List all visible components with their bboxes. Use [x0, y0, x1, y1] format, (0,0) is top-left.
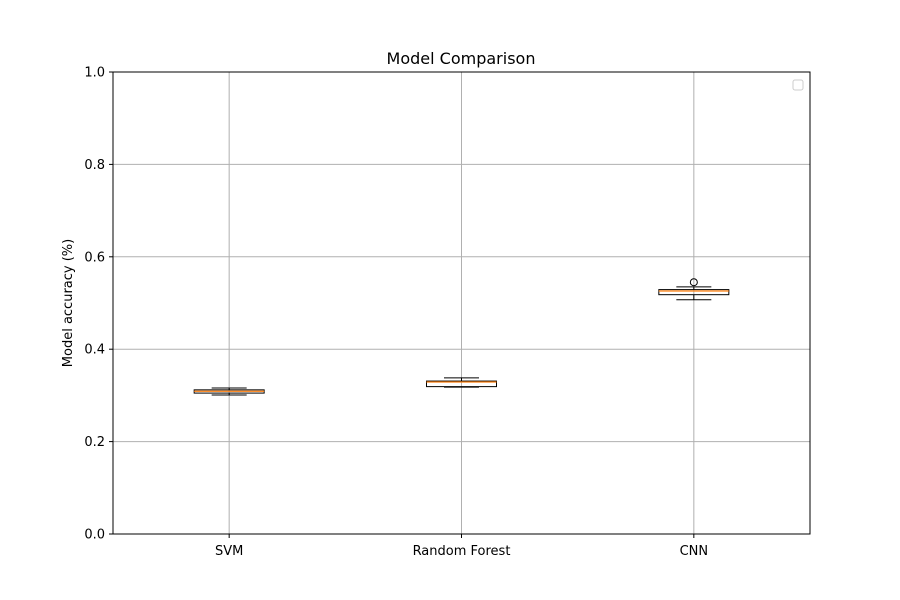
x-tick-label: Random Forest: [413, 544, 511, 559]
boxes: [193, 278, 730, 396]
y-tick-label: 0.6: [84, 250, 105, 265]
y-axis-label: Model accuracy (%): [61, 239, 76, 367]
y-tick-label: 0.8: [84, 158, 105, 173]
x-tick-label: SVM: [215, 544, 243, 559]
chart-title: Model Comparison: [387, 49, 536, 68]
y-tick-label: 1.0: [84, 66, 105, 81]
box-cnn: [658, 278, 730, 301]
box-random-forest: [426, 377, 497, 388]
y-tick-label: 0.0: [84, 528, 105, 543]
iqr-box: [426, 380, 497, 388]
legend-box: [792, 79, 804, 91]
y-tick-label: 0.2: [84, 435, 105, 450]
axis-ticks: 0.0 0.2 0.4 0.6 0.8 1.0 SVM Random Forest CNN: [84, 66, 708, 560]
outlier-point: [689, 278, 698, 287]
x-tick-label: CNN: [680, 544, 709, 559]
iqr-box: [658, 289, 730, 296]
y-tick-label: 0.4: [84, 343, 105, 358]
box-svm: [193, 387, 265, 396]
